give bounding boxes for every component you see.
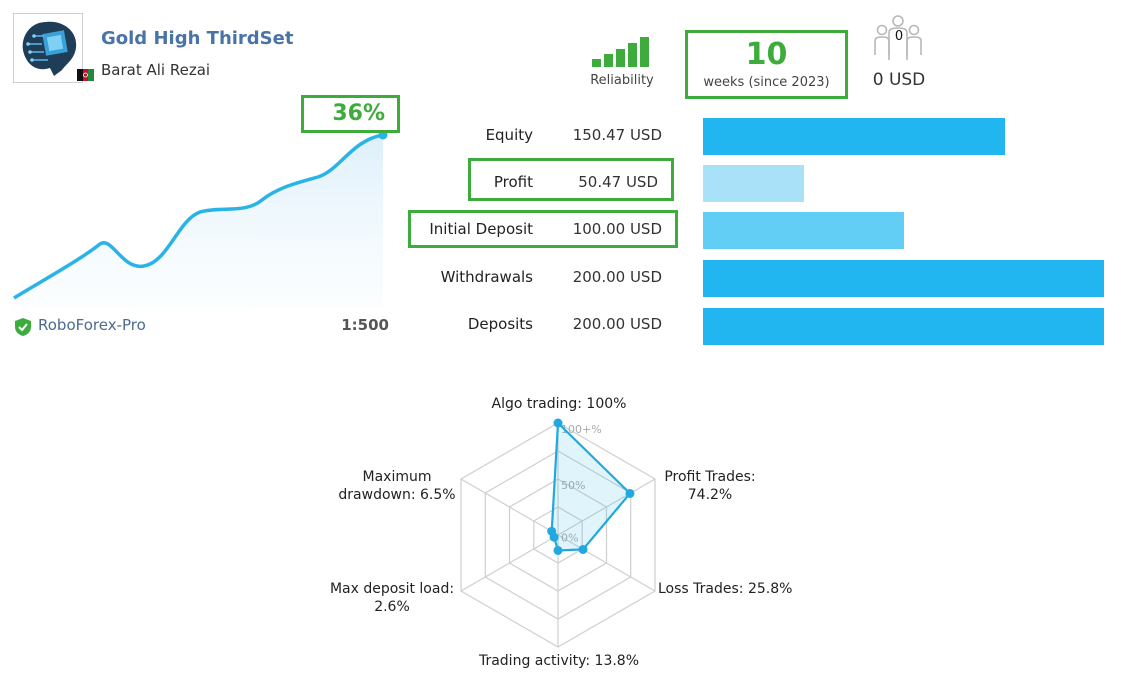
radar-tick-label-1: 100+% [561,423,602,436]
radar-label-profit-line2: 74.2% [687,487,733,503]
stat-label-profit: Profit [493,173,533,191]
reliability-bars-icon [592,37,652,67]
afghanistan-flag-icon [77,66,94,81]
radar-point-3 [578,544,588,554]
deposit-highlight-box [408,210,678,248]
radar-label-drawdown: Maximum drawdown: 6.5% [330,468,464,504]
radar-label-drawdown-line2: drawdown: 6.5% [338,487,456,503]
stat-bar-equity [703,118,1005,155]
subscribers-count: 0 [894,29,904,44]
subscribers-icon [872,13,924,63]
radar-label-drawdown-line1: Maximum [362,469,432,485]
radar-spoke-6 [460,478,559,536]
radar-tick-label-2: 50% [561,479,585,492]
signal-title[interactable]: Gold High ThirdSet [101,28,294,49]
brain-circuit-icon [14,14,82,82]
radar-label-profit: Profit Trades: 74.2% [652,468,768,504]
radar-tick-label-3: 0% [561,532,578,545]
radar-label-deposit-load-line1: Max deposit load: [329,581,455,597]
radar-label-algo: Algo trading: 100% [459,395,659,413]
stat-bar-deposits [703,308,1104,345]
radar-label-activity: Trading activity: 13.8% [459,652,659,670]
radar-spoke-2 [557,478,656,536]
weeks-value: 10 [745,37,788,72]
subscribers-funds: 0 USD [872,70,926,90]
stat-value-withdrawals: 200.00 USD [572,268,662,286]
stat-value-deposits: 200.00 USD [572,315,662,333]
stat-label-equity: Equity [485,126,533,144]
stat-label-withdrawals: Withdrawals [440,268,533,286]
author-name[interactable]: Barat Ali Rezai [101,61,211,79]
radar-label-deposit-load: Max deposit load: 2.6% [320,580,464,616]
profit-highlight-box [468,158,674,201]
growth-percent-box: 36% [301,95,400,133]
radar-label-loss: Loss Trades: 25.8% [658,580,798,598]
radar-chart[interactable]: 100+% 50% 0% [440,400,680,660]
author-avatar[interactable] [13,13,83,83]
radar-label-activity-text: Trading activity: 13.8% [478,653,640,669]
radar-point-1 [553,418,563,428]
stat-bar-initial-deposit [703,212,904,249]
stat-bar-profit [703,165,804,202]
radar-spoke-3 [557,534,656,592]
stat-value-equity: 150.47 USD [572,126,662,144]
radar-label-profit-line1: Profit Trades: [664,469,756,485]
radar-label-algo-text: Algo trading: 100% [491,396,627,412]
radar-point-2 [625,488,635,498]
growth-chart[interactable] [0,120,400,310]
radar-label-loss-text: Loss Trades: 25.8% [658,581,793,597]
stat-value-profit: 50.47 USD [578,173,658,191]
broker-link[interactable]: RoboForex-Pro [38,316,146,334]
growth-line [13,133,384,300]
stat-bar-withdrawals [703,260,1104,297]
verified-shield-icon [13,317,33,337]
reliability-label: Reliability [590,73,654,88]
radar-point-6 [547,526,557,536]
stat-label-initial-deposit: Initial Deposit [429,220,533,238]
leverage: 1:500 [341,316,389,334]
radar-spoke-5 [460,534,559,592]
growth-percent: 36% [332,101,385,126]
growth-area [14,135,383,310]
weeks-label: weeks (since 2023) [703,75,830,90]
weeks-box: 10 weeks (since 2023) [685,30,848,99]
stat-label-deposits: Deposits [467,315,533,333]
radar-label-deposit-load-line2: 2.6% [374,599,410,615]
stat-value-initial-deposit: 100.00 USD [572,220,662,238]
radar-point-4 [553,545,563,555]
